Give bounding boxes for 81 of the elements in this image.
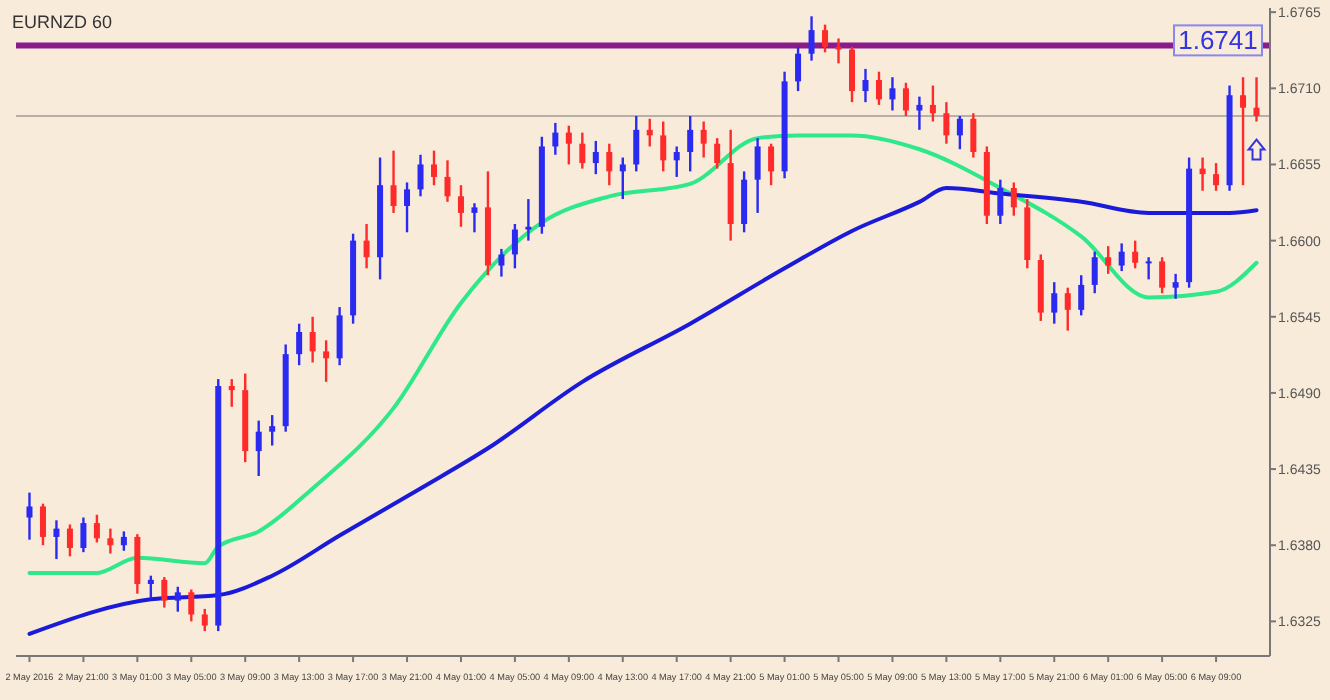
candlestick — [1145, 256, 1152, 281]
candlestick — [741, 170, 748, 234]
candlestick — [296, 322, 303, 367]
candlestick — [336, 305, 343, 367]
candlestick — [66, 523, 73, 558]
candlestick — [1159, 256, 1166, 295]
candlestick — [633, 114, 640, 173]
candlestick — [323, 339, 330, 384]
candlestick — [1132, 239, 1139, 270]
candlestick — [188, 588, 195, 623]
candlestick — [457, 184, 464, 228]
candlestick — [255, 419, 262, 478]
candlestick — [889, 76, 896, 112]
candlestick — [768, 142, 775, 187]
candlestick — [862, 67, 869, 104]
ref-line-label: 1.6741 — [1178, 25, 1258, 56]
candlestick — [1199, 156, 1206, 192]
candlestick — [902, 81, 909, 118]
candlestick — [660, 120, 667, 173]
candlestick — [269, 413, 276, 447]
candlestick — [1105, 244, 1112, 276]
candlestick — [956, 114, 963, 151]
candlestick — [417, 153, 424, 198]
candlestick — [1064, 286, 1071, 332]
candlestick — [1172, 272, 1179, 300]
candlestick — [444, 159, 451, 204]
candlestick — [53, 519, 60, 561]
candlestick — [646, 117, 653, 148]
candlestick — [1213, 161, 1220, 192]
candlestick — [39, 502, 46, 547]
candlestick — [120, 530, 127, 552]
candlestick — [525, 197, 532, 242]
candlestick — [700, 120, 707, 159]
candlestick — [161, 575, 168, 609]
candlestick — [1253, 76, 1260, 123]
candlestick — [147, 574, 154, 600]
chart-title: EURNZD 60 — [12, 12, 113, 32]
candlestick — [107, 527, 114, 555]
candlestick — [552, 121, 559, 156]
candlestick — [1078, 274, 1085, 317]
candlestick — [929, 84, 936, 123]
candlestick — [795, 45, 802, 93]
candlestick — [471, 202, 478, 234]
candlestick — [404, 181, 411, 234]
candlestick — [1240, 76, 1247, 187]
candlestick — [174, 585, 181, 613]
candlestick — [875, 70, 882, 107]
candlestick — [511, 222, 518, 270]
candlestick — [201, 607, 208, 633]
candlestick — [606, 142, 613, 187]
candlestick — [687, 114, 694, 173]
candlestick — [619, 156, 626, 201]
candlestick — [26, 491, 33, 541]
candlestick — [565, 124, 572, 166]
candlestick — [1051, 280, 1058, 325]
candlestick — [808, 15, 815, 62]
candlestick — [916, 95, 923, 132]
candlestick — [498, 247, 505, 278]
line-series — [27, 186, 1259, 636]
candlestick — [997, 178, 1004, 226]
candlestick — [822, 23, 829, 54]
candlestick — [592, 139, 599, 176]
candlestick — [714, 136, 721, 170]
candlestick — [970, 112, 977, 159]
candlestick — [80, 516, 87, 554]
candlestick — [431, 149, 437, 187]
candlestick — [228, 377, 235, 408]
candlestick — [309, 315, 316, 364]
candlestick — [579, 131, 586, 170]
candlestick — [134, 532, 141, 595]
candlestick — [754, 136, 761, 215]
candlestick — [1118, 242, 1125, 273]
candlestick — [943, 100, 950, 145]
candlestick — [849, 45, 855, 104]
candlestick — [1010, 181, 1017, 217]
candlestick — [835, 37, 842, 65]
candlestick — [363, 222, 370, 270]
candlestick — [390, 149, 397, 215]
candlestick — [673, 145, 680, 179]
candlestick — [1091, 250, 1098, 295]
candlestick — [93, 513, 100, 544]
